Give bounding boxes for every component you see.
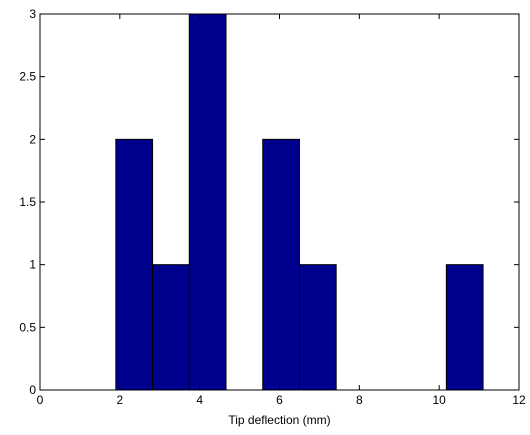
y-tick-label-0: 0 <box>29 383 36 397</box>
y-tick-label-6: 3 <box>29 7 36 21</box>
x-tick-label-1: 2 <box>116 393 123 407</box>
x-ticks: 0 2 4 6 8 10 12 <box>37 14 526 407</box>
histogram-bar-5 <box>298 264 337 391</box>
histogram-bar-2 <box>188 13 227 391</box>
x-tick-label-4: 8 <box>356 393 363 407</box>
y-tick-label-5: 2.5 <box>19 70 36 84</box>
y-tick-label-3: 1.5 <box>19 195 36 209</box>
y-tick-label-1: 0.5 <box>19 320 36 334</box>
histogram-bar-9 <box>445 264 484 391</box>
y-ticks: 0 0.5 1 1.5 2 2.5 3 <box>19 7 519 397</box>
y-tick-label-4: 2 <box>29 132 36 146</box>
y-tick-label-2: 1 <box>29 258 36 272</box>
histogram-bar-1 <box>152 264 190 391</box>
histogram-bar-4 <box>262 138 300 391</box>
x-tick-label-2: 4 <box>196 393 203 407</box>
x-axis-label: Tip deflection (mm) <box>228 413 330 427</box>
x-tick-label-5: 10 <box>432 393 446 407</box>
histogram-bar-0 <box>115 138 154 391</box>
x-tick-label-3: 6 <box>276 393 283 407</box>
x-tick-label-0: 0 <box>37 393 44 407</box>
x-tick-label-6: 12 <box>512 393 526 407</box>
bars-group <box>115 13 484 391</box>
